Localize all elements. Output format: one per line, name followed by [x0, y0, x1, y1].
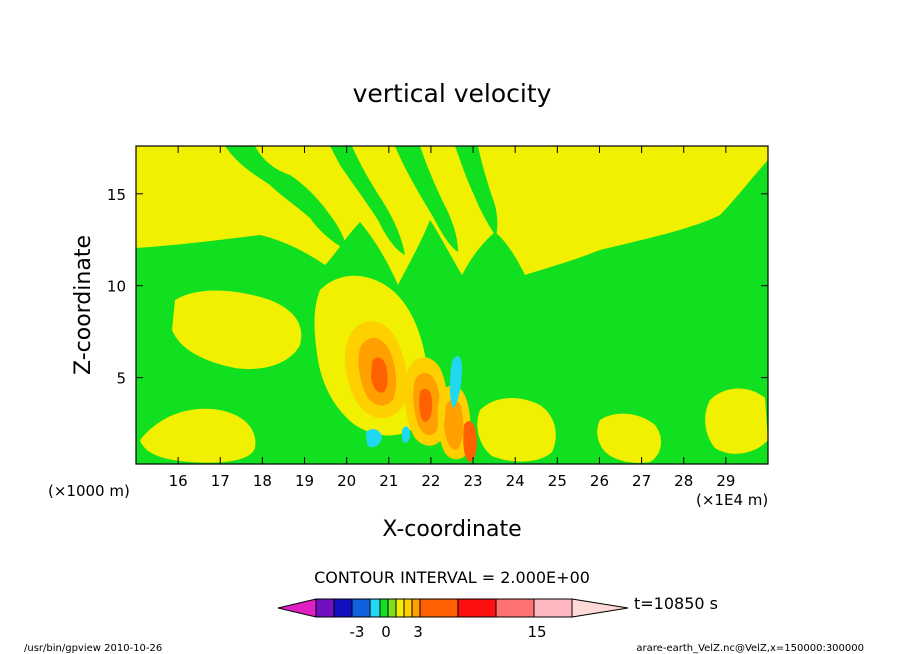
- colorbar-right-arrow: [571, 598, 629, 618]
- colorbar-segment: [369, 598, 381, 618]
- region-low-yellow-1: [140, 408, 256, 463]
- region-core-peak-1: [371, 357, 388, 393]
- region-upper-green-streak-1: [225, 146, 348, 250]
- x-unit-left: (×1000 m): [48, 482, 130, 500]
- region-low-yellow-3: [597, 413, 662, 463]
- region-upper-green-streak-2: [330, 146, 405, 255]
- region-core-peak-3: [463, 420, 477, 462]
- y-tick-label: 10: [107, 278, 126, 296]
- x-tick-label: 20: [337, 472, 356, 490]
- region-negative-1: [449, 356, 462, 408]
- plot-area: 16 17 18 19 20 21 22 23 24 25 26 27 28 29 5 10 15: [107, 145, 769, 490]
- region-upper-green-streak-4: [455, 146, 498, 236]
- colorbar-segment: [533, 598, 573, 618]
- colorbar-segment: [379, 598, 389, 618]
- colorbar-segment: [315, 598, 335, 618]
- time-label: t=10850 s: [634, 594, 718, 613]
- colorbar-tick-label: 3: [413, 623, 423, 641]
- x-tick-label: 17: [211, 472, 230, 490]
- x-tick-label: 26: [590, 472, 609, 490]
- x-tick-label: 18: [253, 472, 272, 490]
- region-negative-2: [366, 429, 382, 448]
- colorbar-segment: [395, 598, 405, 618]
- colorbar-left-arrow: [277, 598, 317, 618]
- region-core-strong-3: [444, 399, 464, 450]
- x-tick-label: 24: [506, 472, 525, 490]
- contour-interval-label: CONTOUR INTERVAL = 2.000E+00: [314, 568, 590, 587]
- x-tick-label: 29: [716, 472, 735, 490]
- colorbar-segment: [495, 598, 535, 618]
- colorbar-segment: [457, 598, 497, 618]
- colorbar-tick-label: 0: [381, 623, 391, 641]
- colorbar-segment: [403, 598, 413, 618]
- plot-frame: [135, 145, 769, 465]
- colorbar-segment: [411, 598, 421, 618]
- colorbar-tick-label: -3: [350, 623, 365, 641]
- x-tick-label: 28: [674, 472, 693, 490]
- x-tick-label: 25: [548, 472, 567, 490]
- x-tick-label: 22: [421, 472, 440, 490]
- region-negative-3: [402, 426, 410, 443]
- region-low-yellow-2: [477, 398, 556, 462]
- x-tick-label: 23: [464, 472, 483, 490]
- x-tick-label: 16: [169, 472, 188, 490]
- y-axis-label: Z-coordinate: [71, 235, 96, 375]
- x-axis-label: X-coordinate: [382, 517, 521, 542]
- footer-left: /usr/bin/gpview 2010-10-26: [24, 643, 162, 654]
- y-tick-label: 15: [107, 186, 126, 204]
- footer-right: arare-earth_VelZ.nc@VelZ,x=150000:300000: [636, 643, 864, 654]
- colorbar-segment: [351, 598, 371, 618]
- colorbar-segment: [333, 598, 353, 618]
- colorbar-segment: [419, 598, 459, 618]
- region-upper-green-streak-3: [395, 146, 458, 252]
- colorbar-segment: [387, 598, 397, 618]
- x-axis-ticks: 16 17 18 19 20 21 22 23 24 25 26 27 28 29: [169, 146, 735, 490]
- chart-title: vertical velocity: [353, 79, 552, 108]
- x-unit-right: (×1E4 m): [696, 491, 768, 509]
- x-tick-label: 21: [379, 472, 398, 490]
- region-low-yellow-4: [705, 388, 768, 454]
- x-tick-label: 27: [632, 472, 651, 490]
- colorbar-tick-label: 15: [527, 623, 546, 641]
- x-tick-label: 19: [295, 472, 314, 490]
- y-axis-ticks: 5 10 15: [107, 186, 768, 388]
- region-core-peak-2: [419, 388, 433, 422]
- y-tick-label: 5: [116, 370, 126, 388]
- colorbar: -3 0 3 15: [277, 598, 629, 641]
- region-mid-yellow-left: [172, 290, 302, 370]
